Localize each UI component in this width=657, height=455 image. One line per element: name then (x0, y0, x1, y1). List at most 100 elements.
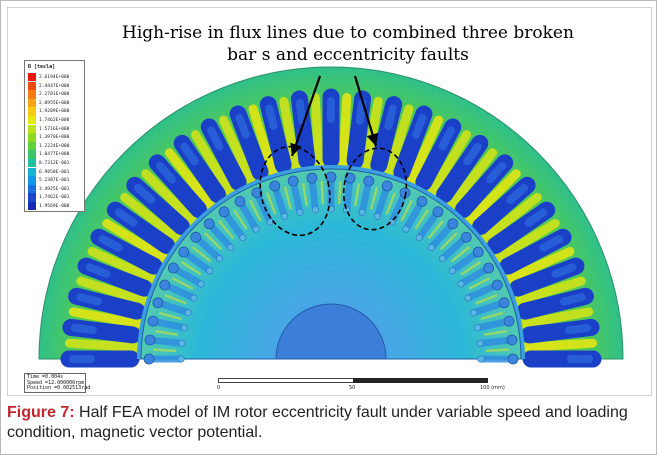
rotor-bar (254, 191, 274, 226)
slot-highlight (560, 293, 586, 306)
rotor-tooth (475, 294, 498, 305)
legend-value: 1.5716E+000 (39, 126, 70, 132)
rotor-bar-top (381, 180, 393, 192)
rotor-bar-top (344, 172, 356, 184)
rotor-tooth (483, 329, 508, 336)
annotation-text: High-rise in flux lines due to combined … (68, 22, 628, 66)
rotor-tooth (164, 294, 187, 305)
rotor-bar-top (234, 195, 246, 207)
rotor-bar (464, 282, 499, 302)
rotor-bar-bottom (190, 294, 198, 302)
legend-swatch (28, 133, 36, 142)
stator-tooth (406, 115, 444, 185)
rotor-bar-top (483, 262, 495, 274)
legend-swatch (28, 81, 36, 90)
rotor-bar-bottom (464, 294, 472, 302)
rotor-bar-bottom (427, 244, 435, 252)
legend-swatch (28, 98, 36, 108)
slot-highlight (76, 293, 102, 306)
rotor-bar-bottom (184, 309, 192, 317)
rotor-bar-bottom (216, 255, 224, 263)
stator-tooth (141, 169, 197, 225)
simulation-info-box: Time =0.004s Speed =12.000000rpm Positio… (24, 373, 90, 393)
rotor-tooth (450, 246, 471, 263)
rotor-bar (402, 199, 425, 233)
scale-tick-100: 100 (mm) (480, 385, 505, 391)
rotor-bar-top (152, 297, 164, 309)
rotor-bar-top (287, 175, 299, 187)
rotor-bar (171, 265, 205, 288)
stator-tooth (513, 276, 586, 306)
stator-tooth (279, 96, 301, 171)
rotor-bar-top (507, 353, 519, 365)
rotor-bar-top (460, 231, 472, 243)
rotor-bar-top (503, 315, 515, 327)
legend-swatch (28, 124, 36, 133)
slot-highlight (565, 323, 592, 335)
slot-highlight (70, 323, 97, 335)
stator-tooth (64, 338, 140, 352)
rotor-bar-bottom (438, 255, 446, 263)
rotor-bar-top (416, 195, 428, 207)
info-speed: Speed =12.000000rpm (27, 379, 85, 386)
rotor-bar-bottom (296, 208, 304, 216)
legend-swatch (28, 116, 36, 125)
rotor-bar (457, 265, 491, 288)
legend-value: 1.7462E-001 (39, 195, 70, 201)
legend-swatch (28, 150, 36, 159)
slot-highlight (384, 104, 397, 130)
rotor-bar (427, 221, 455, 252)
legend-value: 1.7462E+000 (39, 118, 70, 123)
rotor-bar-bottom (358, 208, 366, 216)
stator-tooth (505, 246, 575, 284)
rotor-tooth (266, 192, 277, 215)
rotor-bar (193, 235, 224, 263)
flux-density-legend: B [tesla] 2.6194E+000 2.4447E+000 2.2701E+… (24, 60, 85, 212)
slot-highlight (98, 235, 123, 252)
rotor-bar (163, 282, 198, 302)
slot-highlight (295, 98, 307, 125)
rotor-bar (474, 318, 511, 332)
stator-tooth (480, 192, 542, 243)
legend-swatch (28, 73, 36, 82)
stator-tooth (465, 169, 521, 225)
stator-tooth (102, 218, 168, 263)
rotor-bar (148, 336, 186, 347)
stator-tooth (248, 104, 278, 177)
arrow-right-head (366, 132, 379, 146)
rotor-bar-bottom (197, 280, 205, 288)
stator-tooth (164, 148, 215, 210)
slot-highlight (235, 113, 250, 139)
rotor-tooth (153, 348, 177, 353)
rotor-tooth (191, 246, 212, 263)
rotor-tooth (218, 219, 235, 240)
rotor-tooth (158, 311, 182, 321)
slot-highlight (486, 161, 507, 184)
rotor-bar (271, 184, 289, 220)
stator-tooth (522, 338, 598, 352)
slot-highlight (524, 208, 548, 227)
rotor-bar-top (306, 172, 318, 184)
rotor-bar-top (143, 353, 155, 365)
fault-marker-left (259, 145, 331, 237)
scale-bar-fill (353, 378, 488, 383)
rotor-bar-bottom (266, 218, 274, 226)
rotor-tooth (485, 348, 509, 353)
rotor-bar (343, 176, 354, 214)
rotor-bar (181, 249, 214, 275)
legend-value: 2.0955E+000 (39, 100, 70, 106)
rotor-tooth (439, 232, 458, 251)
rotor-bar-top (147, 315, 159, 327)
annotation-line-1: High-rise in flux lines due to combined … (122, 23, 574, 43)
caption-text: Half FEA model of IM rotor eccentricity … (7, 404, 628, 441)
legend-swatch (28, 141, 36, 151)
rotor-tooth (204, 232, 223, 251)
rotor-bar (207, 221, 235, 252)
rotor-bar-top (203, 218, 215, 230)
rotor-bar-bottom (252, 225, 260, 233)
rotor-bar-top (178, 246, 190, 258)
rotor-tooth (369, 186, 379, 210)
rotor-bar-bottom (448, 267, 456, 275)
rotor-bar-top (144, 334, 156, 346)
